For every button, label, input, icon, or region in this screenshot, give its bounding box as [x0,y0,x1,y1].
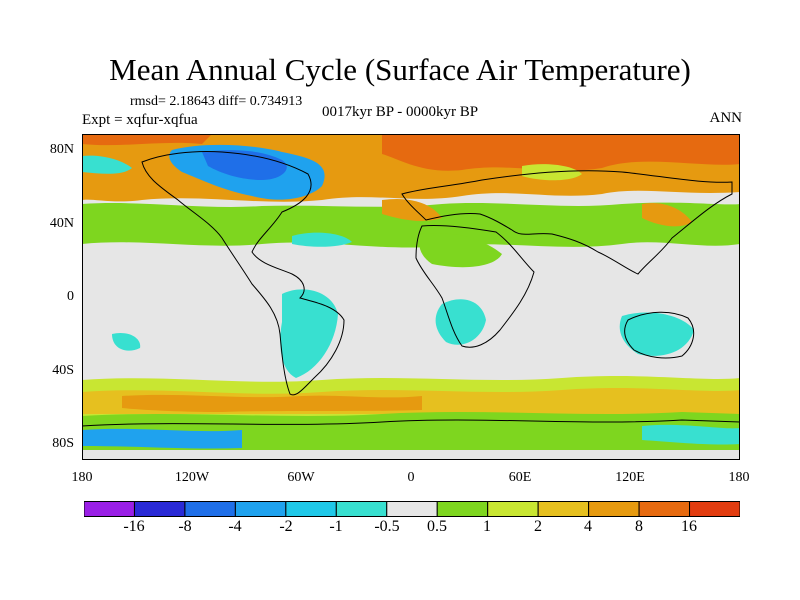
lat-label-80s: 80S [52,436,74,451]
colorbar-swatch [335,501,388,517]
americas-outline [141,151,345,396]
lon-label-180w: 180 [71,470,93,485]
map-title: Mean Annual Cycle (Surface Air Temperatu… [109,52,691,87]
coastlines [82,151,740,427]
southern-africa-cooling [435,299,486,345]
map-frame [82,134,740,460]
colorbar-swatch [638,501,691,517]
colorbar-label: 8 [635,518,643,535]
eurasia-outline [401,170,733,275]
antarctic-cooling [82,428,242,449]
colorbar-swatch [133,501,186,517]
eurasia-strong-warming [382,134,740,171]
colorbar-swatch [386,501,438,517]
colorbar-label: -4 [228,518,242,535]
lon-label-120w: 120W [174,470,210,485]
south-america-cooling [280,289,338,378]
colorbar-label: -8 [178,518,192,535]
colorbar-label: 16 [681,518,697,535]
east-asia-warming [642,202,692,227]
southern-ocean-strong-warming [122,394,422,412]
east-antarctic-cooling [642,424,740,445]
lat-label-0: 0 [67,289,74,304]
colorbar-swatch [234,501,287,517]
colorbar-swatch [184,501,236,517]
pacific-cool-patch [112,332,141,351]
colorbar-label: -2 [279,518,293,535]
northern-midlat-band [82,202,740,248]
experiment-label: Expt = xqfur-xqfua [82,112,198,128]
colorbar-label: 4 [584,518,592,535]
colorbar-swatch [588,501,640,517]
colorbar-label: 1 [483,518,491,535]
atlantic-cool-patch [292,232,352,247]
lat-label-40s: 40S [52,363,74,378]
season-label: ANN [709,110,743,126]
australia-outline [624,311,695,359]
colorbar-swatch [285,501,337,517]
period-label: 0017kyr BP - 0000kyr BP [322,104,479,120]
arctic-pacific-warming [82,134,212,146]
temperature-anomaly-map [82,134,740,460]
north-atlantic-warming [382,198,442,221]
lat-label-40n: 40N [49,216,74,231]
australia-cooling [619,312,694,356]
laurentide-strong-cooling [202,150,287,180]
colorbar [84,501,740,517]
colorbar-label: 0.5 [427,518,447,535]
lon-label-120e: 120E [615,470,645,485]
lat-label-80n: 80N [49,142,74,157]
lon-label-60e: 60E [508,470,532,485]
colorbar-swatch [487,501,539,517]
lon-label-180e: 180 [728,470,750,485]
colorbar-swatch [537,501,590,517]
alaska-cooling [82,155,132,174]
colorbar-label: -16 [123,518,145,535]
colorbar-swatch [84,501,135,517]
rmsd-diff-stats: rmsd= 2.18643 diff= 0.734913 [130,94,303,109]
colorbar-swatch [689,501,740,517]
colorbar-swatch [436,501,489,517]
antarctica-outline [82,419,740,427]
colorbar-label: -1 [329,518,343,535]
antarctic-interior [82,450,740,460]
lon-label-0: 0 [407,470,415,485]
lon-label-60w: 60W [287,470,315,485]
africa-outline [415,224,535,348]
colorbar-label: 2 [534,518,542,535]
sahara-warming [419,232,502,268]
colorbar-label: -0.5 [374,518,400,535]
